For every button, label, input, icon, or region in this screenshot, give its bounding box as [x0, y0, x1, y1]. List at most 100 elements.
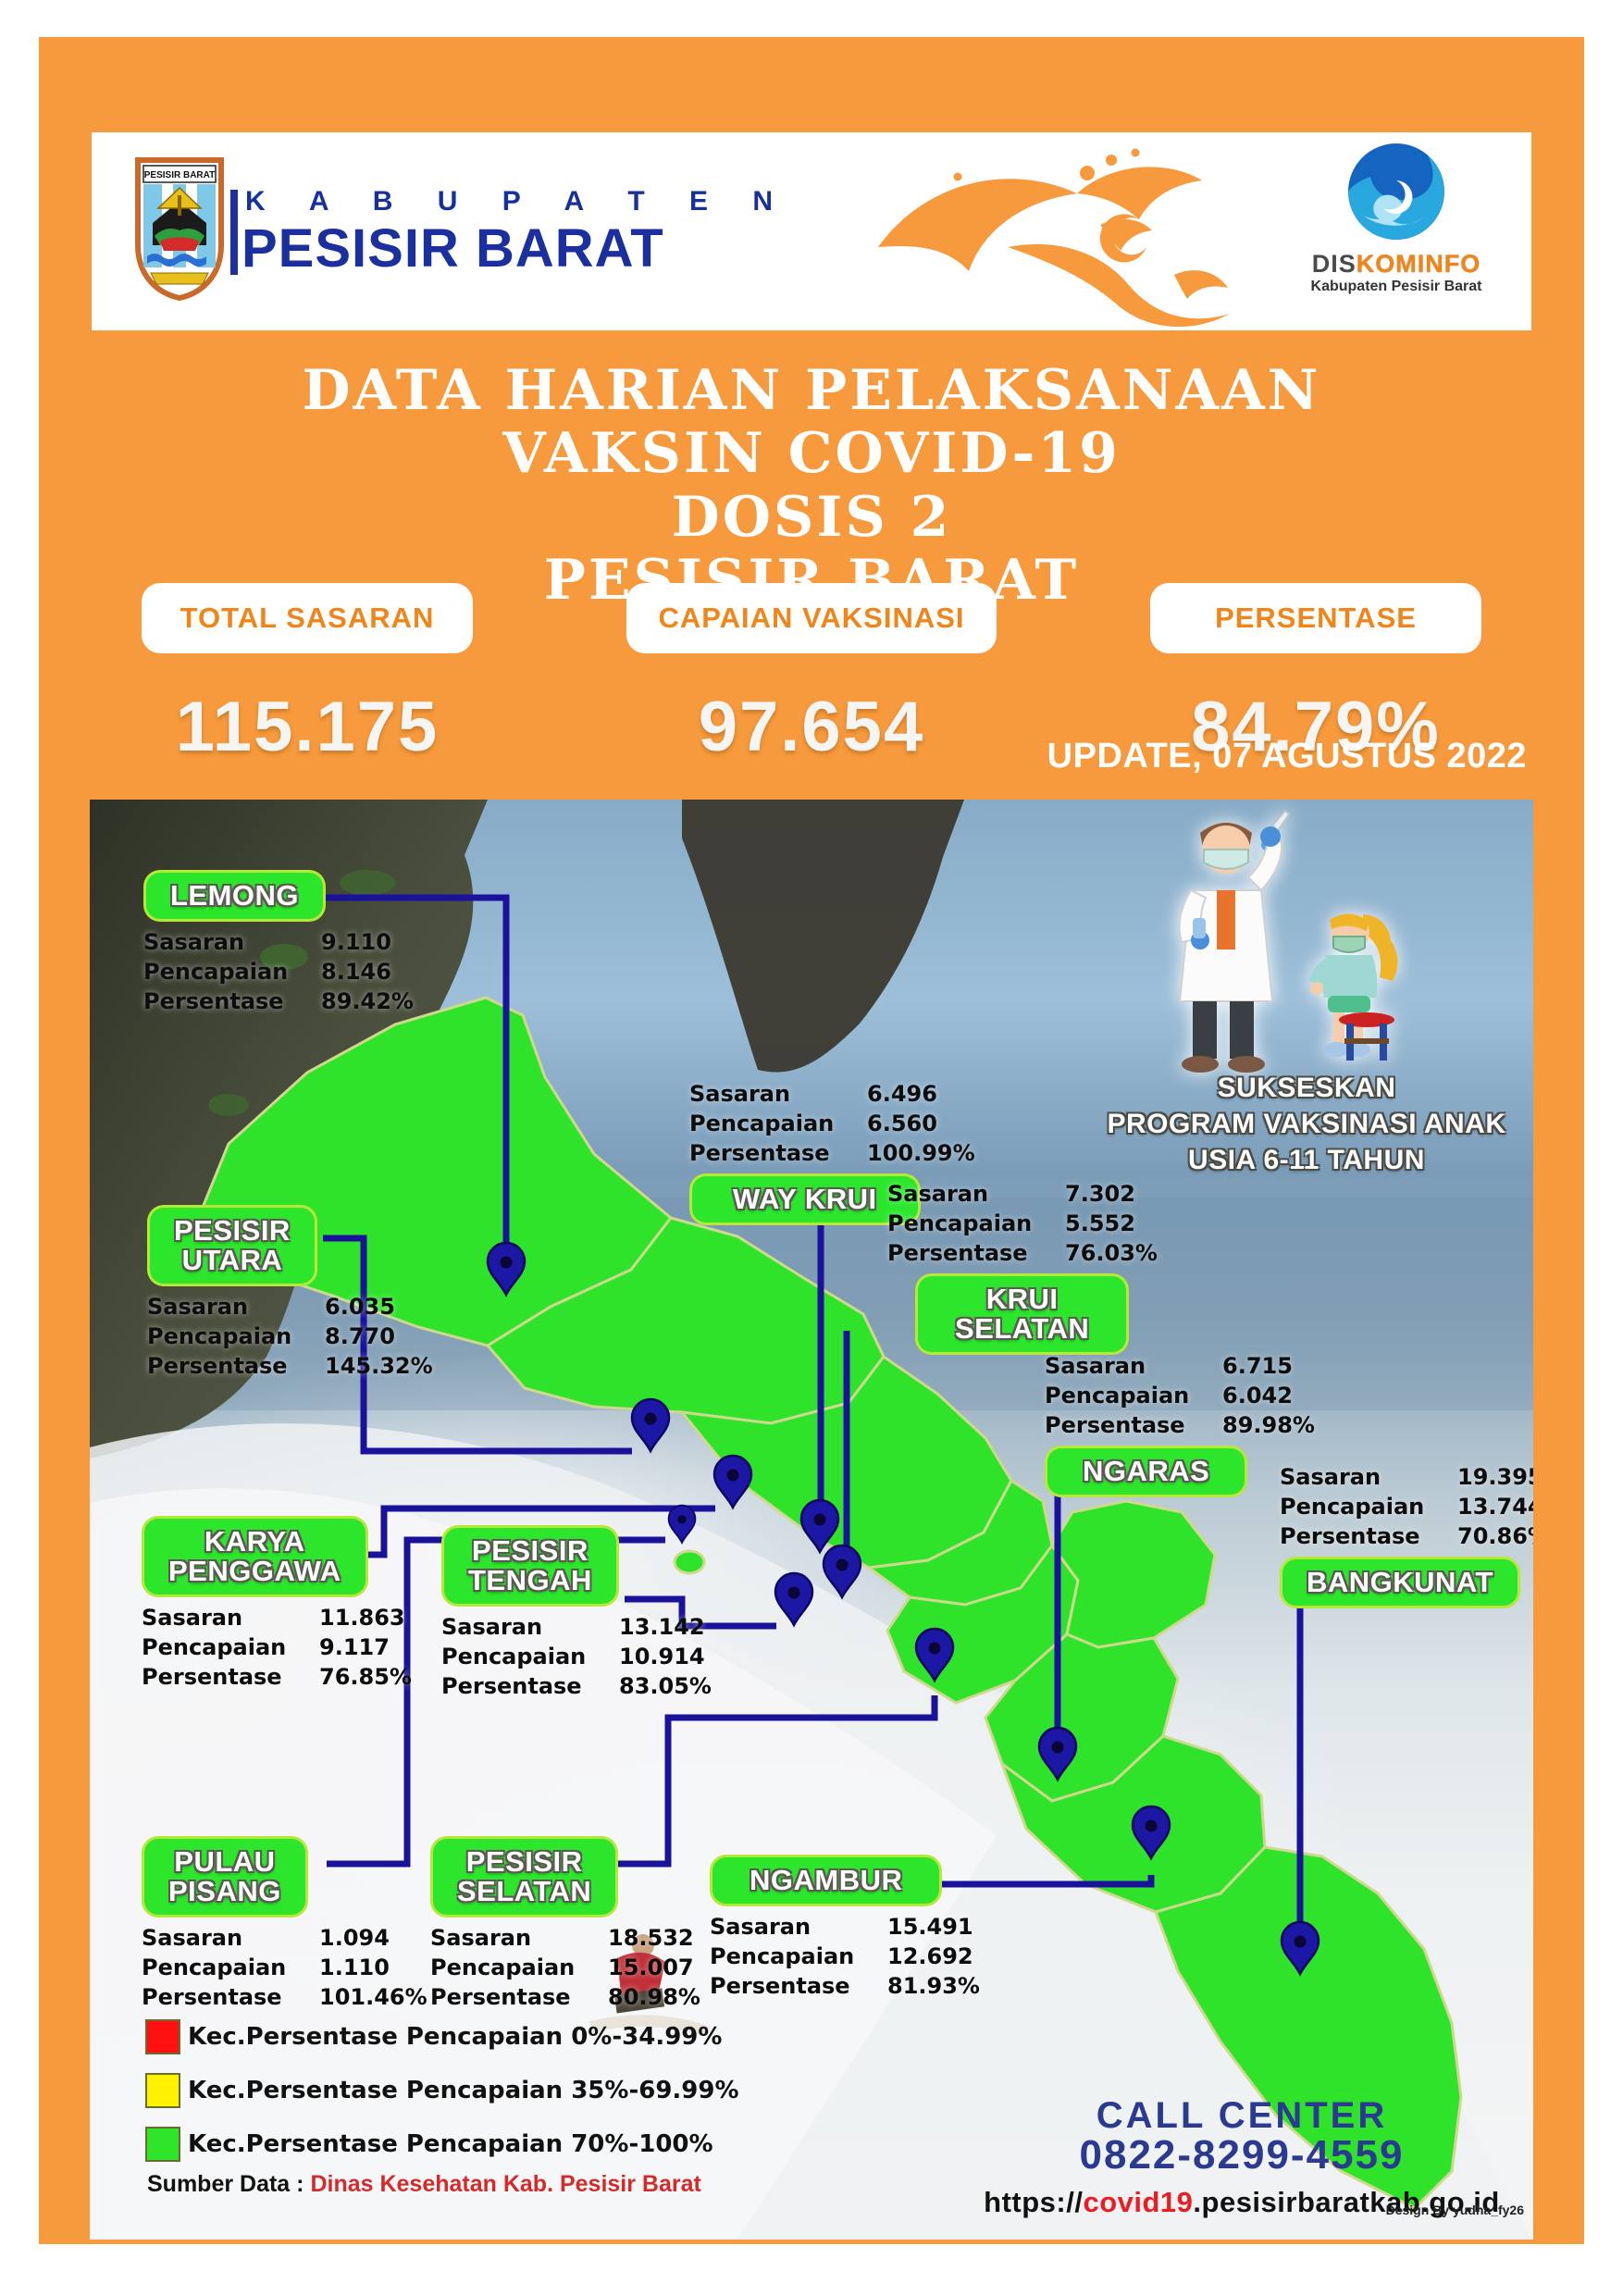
field-label: Pencapaian	[689, 1111, 835, 1136]
diskominfo-kominfo: KOMINFO	[1356, 250, 1481, 278]
child-figure	[1309, 913, 1398, 1061]
district-block-way-krui: Sasaran 6.496 Pencapaian 6.560 Persentase 1…	[689, 1077, 999, 1226]
header-band: PESISIR BARAT K A B U P A T E N PESISIR …	[92, 132, 1531, 330]
district-block-lemong: LEMONG Sasaran 9.110 Pencapaian 8.146 Pers…	[143, 870, 453, 1018]
field-label: Pencapaian	[143, 959, 289, 986]
url-highlight: covid19	[1083, 2186, 1194, 2219]
stat-value: 97.654	[698, 688, 925, 766]
map-region	[485, 1216, 886, 1425]
field-label: Sasaran	[1280, 1464, 1381, 1490]
header-divider	[230, 190, 238, 275]
legend-swatch-green	[145, 2127, 180, 2162]
field-label: Pencapaian	[441, 1644, 587, 1670]
field-label: Sasaran	[887, 1181, 989, 1207]
district-data: Sasaran 1.094 Pencapaian 1.110 Persentase 1…	[142, 1925, 452, 2010]
field-label: Sasaran	[142, 1605, 243, 1632]
legend-row: Kec.Persentase Pencapaian 70%-100%	[145, 2127, 739, 2162]
field-label: Sasaran	[142, 1925, 243, 1952]
district-label: NGARAS	[1045, 1446, 1248, 1498]
pin-krui-selatan	[822, 1544, 862, 1599]
surfer	[589, 1934, 710, 2036]
field-label: Sasaran	[1045, 1353, 1146, 1379]
field-label: Pencapaian	[1045, 1383, 1190, 1409]
map-panel: SUKSESKAN PROGRAM VAKSINASI ANAK USIA 6-…	[90, 800, 1533, 2240]
field-label: Pencapaian	[1280, 1494, 1425, 1520]
district-block-pesisir-selatan: PESISIR SELATAN Sasaran 18.532 Pencapaian…	[430, 1836, 740, 2014]
legend-swatch-red	[145, 2019, 180, 2054]
district-label: WAY KRUI	[689, 1173, 921, 1226]
field-label: Persentase	[1045, 1412, 1185, 1438]
district-block-pesisir-tengah: PESISIR TENGAH Sasaran 13.142 Pencapaian 1…	[441, 1525, 751, 1703]
district-label: LEMONG	[143, 870, 327, 923]
field-label: Pencapaian	[142, 1955, 287, 1981]
summary-stats: TOTAL SASARAN 115.175 CAPAIAN VAKSINASI …	[90, 583, 1533, 767]
map-legend: Kec.Persentase Pencapaian 0%-34.99% Kec.…	[145, 2019, 739, 2180]
field-value: 13.744	[1457, 1494, 1533, 1520]
field-label: Pencapaian	[430, 1955, 576, 1981]
field-value: 11.863	[319, 1605, 405, 1632]
url-prefix: https://	[984, 2186, 1084, 2219]
floral-ornament-icon	[878, 148, 1230, 327]
pesisir-barat-crest-icon: PESISIR BARAT	[135, 157, 224, 301]
field-value: 9.110	[321, 929, 391, 956]
district-data: Sasaran 13.142 Pencapaian 10.914 Persentas…	[441, 1614, 751, 1699]
field-value: 10.914	[619, 1644, 705, 1670]
district-label: PESISIR TENGAH	[441, 1525, 619, 1607]
district-label: NGAMBUR	[710, 1855, 943, 1907]
field-value: 100.99%	[867, 1140, 975, 1166]
field-label: Pencapaian	[142, 1634, 287, 1661]
field-label: Pencapaian	[147, 1323, 292, 1350]
district-data: Sasaran 6.715 Pencapaian 6.042 Persentase 8…	[1045, 1353, 1355, 1438]
title-line-1: DATA HARIAN PELAKSANAAN	[302, 358, 1321, 423]
field-value: 8.146	[321, 959, 391, 986]
field-label: Sasaran	[441, 1614, 543, 1641]
field-value: 145.32%	[325, 1353, 433, 1380]
legend-row: Kec.Persentase Pencapaian 0%-34.99%	[145, 2019, 739, 2054]
district-data: Sasaran 18.532 Pencapaian 15.007 Persentas…	[430, 1925, 740, 2010]
district-label: PESISIR SELATAN	[430, 1836, 619, 1918]
field-value: 6.042	[1222, 1383, 1293, 1409]
district-block-ngaras: Sasaran 6.715 Pencapaian 6.042 Persentase 8…	[1045, 1349, 1355, 1498]
map-region	[1154, 1845, 1463, 2210]
stat-label: PERSENTASE	[1150, 583, 1481, 653]
field-value: 7.302	[1065, 1181, 1135, 1207]
page-title: DATA HARIAN PELAKSANAAN VAKSIN COVID-19 …	[0, 359, 1623, 613]
call-center-title: CALL CENTER	[1096, 2095, 1388, 2136]
stat-total-sasaran: TOTAL SASARAN 115.175	[90, 583, 525, 767]
legend-row: Kec.Persentase Pencapaian 35%-69.99%	[145, 2073, 739, 2108]
field-value: 89.98%	[1222, 1412, 1315, 1438]
field-label: Persentase	[142, 1984, 282, 2011]
district-data: Sasaran 6.496 Pencapaian 6.560 Persentase 1…	[689, 1081, 999, 1166]
stat-value: 84.79%	[1191, 688, 1441, 766]
pin-pesisir-utara	[630, 1397, 671, 1453]
district-block-karya-penggawa: KARYA PENGGAWA Sasaran 11.863 Pencapaian 9…	[142, 1516, 452, 1694]
field-label: Persentase	[887, 1240, 1028, 1266]
district-block-pulau-pisang: PULAU PISANG Sasaran 1.094 Pencapaian 1.11…	[142, 1836, 452, 2014]
field-value: 81.93%	[887, 1973, 980, 2000]
field-value: 89.42%	[321, 988, 414, 1015]
field-value: 9.117	[319, 1634, 390, 1661]
district-label: KRUI SELATAN	[915, 1273, 1130, 1356]
field-value: 6.715	[1222, 1353, 1293, 1379]
website-url: https://covid19.pesisirbaratkab.go.id	[950, 2186, 1533, 2219]
field-label: Persentase	[441, 1673, 582, 1700]
legend-swatch-yellow	[145, 2073, 180, 2108]
vaccination-illustration	[1178, 809, 1398, 1073]
field-value: 13.142	[619, 1614, 705, 1641]
legend-label: Kec.Persentase Pencapaian 35%-69.99%	[188, 2077, 739, 2104]
district-data: Sasaran 9.110 Pencapaian 8.146 Persentase 8…	[143, 929, 453, 1014]
design-credit: Design By yudha_fy26	[1385, 2203, 1524, 2217]
field-value: 12.692	[887, 1943, 973, 1970]
diskominfo-wave-icon	[1348, 143, 1444, 240]
field-label: Persentase	[710, 1973, 850, 2000]
district-data: Sasaran 11.863 Pencapaian 9.117 Persentase…	[142, 1605, 452, 1690]
field-value: 80.98%	[608, 1984, 700, 2011]
source-value: Dinas Kesehatan Kab. Pesisir Barat	[310, 2171, 701, 2197]
field-value: 5.552	[1065, 1210, 1135, 1236]
field-value: 1.094	[319, 1925, 390, 1952]
field-label: Sasaran	[143, 929, 245, 956]
field-value: 76.03%	[1065, 1240, 1158, 1266]
stat-value: 115.175	[175, 688, 440, 766]
stat-capaian-vaksinasi: CAPAIAN VAKSINASI 97.654	[594, 583, 1029, 767]
